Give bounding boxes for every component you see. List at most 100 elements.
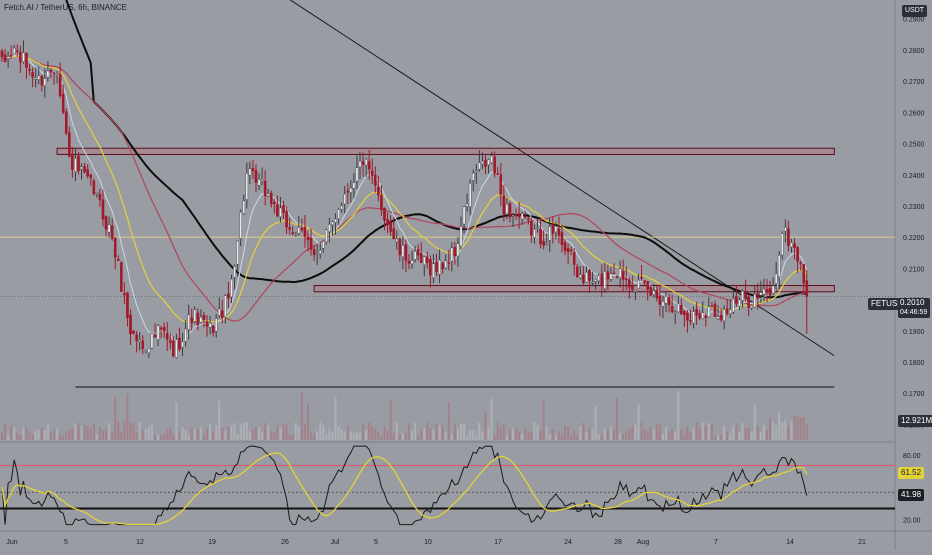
candle-down bbox=[312, 249, 316, 255]
candle-down bbox=[3, 54, 7, 62]
volume-bar bbox=[521, 433, 524, 440]
price-axis[interactable]: 0.2900 0.2800 0.2700 0.2600 0.2500 0.2400 0.23… bbox=[903, 17, 925, 525]
candle-down bbox=[89, 174, 93, 178]
volume-bar bbox=[671, 429, 674, 440]
volume-bar bbox=[729, 433, 732, 440]
candle-down bbox=[640, 277, 643, 279]
candle-down bbox=[303, 226, 307, 237]
volume-bar bbox=[573, 430, 576, 440]
candle-down bbox=[389, 222, 392, 232]
volume-bar bbox=[741, 423, 744, 440]
volume-bar bbox=[273, 432, 276, 440]
currency-badge[interactable]: USDT bbox=[902, 5, 928, 17]
candle-down bbox=[404, 244, 408, 261]
time-tick-label: 28 bbox=[614, 539, 622, 546]
candle-up bbox=[790, 242, 793, 248]
candle-up bbox=[520, 213, 524, 220]
candle-up bbox=[208, 323, 212, 328]
time-tick-label: 12 bbox=[136, 539, 144, 546]
candle-down bbox=[276, 204, 279, 217]
rsi-line bbox=[1, 445, 808, 526]
candle-down bbox=[680, 305, 683, 315]
candle-down bbox=[251, 168, 255, 172]
candle-up bbox=[401, 245, 405, 257]
candle-down bbox=[624, 278, 628, 280]
volume-bar bbox=[781, 422, 784, 440]
volume-bar bbox=[732, 425, 735, 440]
candle-up bbox=[692, 311, 695, 324]
candle-down bbox=[104, 216, 108, 230]
volume-bar bbox=[175, 401, 178, 440]
volume-bar bbox=[374, 428, 377, 440]
volume-bar bbox=[762, 424, 765, 440]
volume-bar bbox=[450, 434, 453, 440]
volume-bar bbox=[307, 404, 309, 440]
volume-bar bbox=[594, 406, 597, 440]
volume-bar bbox=[689, 431, 692, 440]
volume-bar bbox=[49, 432, 52, 440]
volume-bar bbox=[649, 426, 652, 440]
candle-up bbox=[634, 290, 637, 292]
volume-bar bbox=[591, 427, 594, 440]
volume-bar bbox=[83, 424, 86, 440]
volume-bar bbox=[95, 434, 98, 440]
volume-bar bbox=[117, 422, 120, 440]
volume-bar bbox=[536, 424, 539, 440]
candle-up bbox=[741, 290, 744, 301]
volume-bar bbox=[622, 434, 625, 440]
volume-bar bbox=[643, 428, 646, 440]
candle-down bbox=[539, 229, 542, 245]
candle-up bbox=[771, 285, 775, 294]
time-tick-label: 19 bbox=[208, 539, 216, 546]
volume-bar bbox=[101, 430, 104, 440]
candle-up bbox=[43, 78, 47, 86]
candle-up bbox=[325, 229, 328, 243]
volume-bar bbox=[310, 431, 313, 440]
candle-down bbox=[153, 334, 157, 338]
candle-up bbox=[478, 162, 481, 170]
volume-bar bbox=[89, 428, 92, 440]
volume-bar bbox=[600, 434, 603, 440]
candle-down bbox=[77, 155, 80, 172]
candle-down bbox=[735, 296, 738, 304]
volume-bar bbox=[426, 422, 429, 440]
volume-bar bbox=[40, 428, 43, 440]
volume-bar bbox=[756, 425, 759, 440]
time-tick-label: Jun bbox=[6, 539, 17, 546]
volume-bar bbox=[674, 431, 677, 440]
candle-up bbox=[217, 308, 221, 316]
volume-bar bbox=[548, 434, 551, 440]
volume-bar bbox=[726, 431, 729, 440]
volume-bar bbox=[414, 423, 417, 440]
candle-up bbox=[74, 158, 77, 172]
volume-bar bbox=[368, 422, 371, 440]
candle-up bbox=[716, 316, 720, 320]
volume-bar bbox=[319, 422, 322, 440]
candle-down bbox=[725, 308, 729, 315]
candle-up bbox=[471, 172, 475, 181]
candle-down bbox=[744, 291, 747, 299]
volume-bar bbox=[267, 425, 270, 440]
time-axis[interactable]: Jun 5 12 19 26 Jul 5 10 17 24 28 Aug 7 14 21 bbox=[6, 539, 866, 546]
volume-bar bbox=[53, 429, 56, 440]
volume-bar bbox=[460, 423, 462, 440]
candle-down bbox=[612, 272, 616, 275]
volume-bar bbox=[68, 429, 71, 440]
time-tick-label: 21 bbox=[858, 539, 866, 546]
candle-up bbox=[664, 296, 668, 304]
candle-down bbox=[398, 238, 402, 256]
candle-down bbox=[178, 337, 181, 350]
candle-down bbox=[64, 111, 68, 134]
volume-bar bbox=[720, 434, 723, 440]
candle-down bbox=[796, 247, 799, 262]
candle-up bbox=[548, 226, 552, 241]
candle-up bbox=[722, 309, 726, 322]
candle-down bbox=[582, 274, 585, 283]
candle-down bbox=[643, 280, 646, 284]
candle-up bbox=[55, 73, 59, 76]
candle-down bbox=[392, 228, 395, 240]
candle-down bbox=[291, 232, 295, 235]
